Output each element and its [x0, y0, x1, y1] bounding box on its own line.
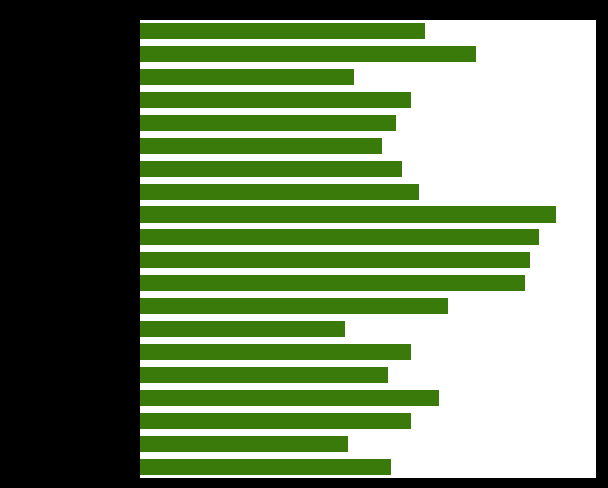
Bar: [140, 413, 410, 429]
Bar: [140, 23, 425, 39]
Bar: [140, 390, 439, 406]
Bar: [140, 321, 345, 337]
Bar: [140, 344, 410, 360]
Bar: [140, 138, 382, 154]
Bar: [140, 367, 388, 383]
Bar: [140, 183, 419, 200]
Bar: [140, 46, 476, 62]
Bar: [140, 252, 530, 268]
Bar: [140, 161, 402, 177]
Bar: [140, 69, 354, 85]
Bar: [140, 275, 525, 291]
Bar: [140, 92, 410, 108]
Bar: [140, 229, 539, 245]
Bar: [140, 459, 390, 475]
Bar: [140, 298, 447, 314]
Bar: [140, 206, 556, 223]
Bar: [140, 436, 348, 452]
Bar: [140, 115, 396, 131]
